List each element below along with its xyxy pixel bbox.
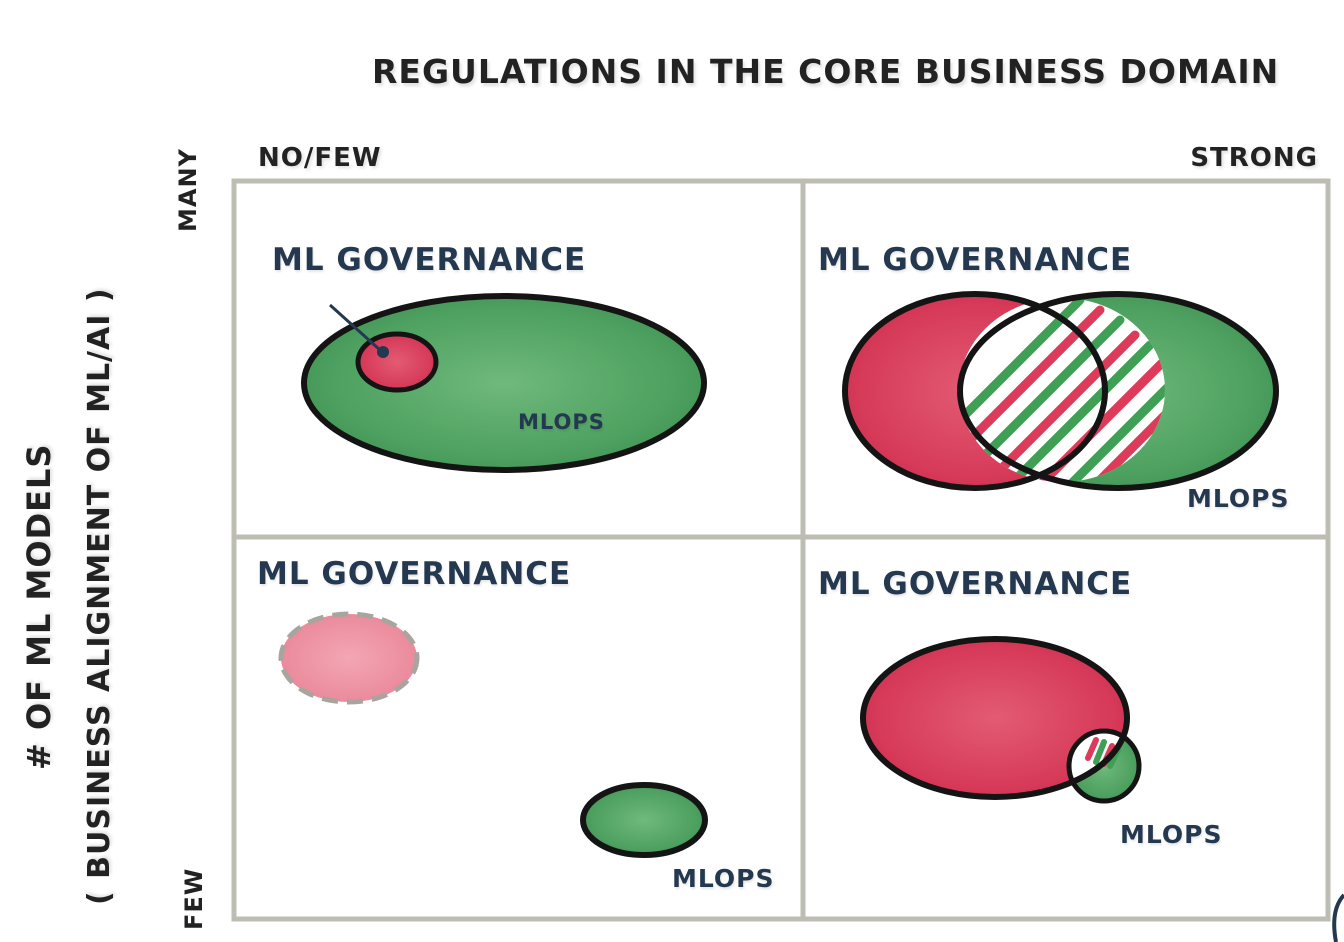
top-right-governance-label: ML GOVERNANCE (818, 242, 1133, 278)
mlops-ellipse (301, 293, 707, 473)
x-axis-high-label: STRONG (1190, 143, 1318, 173)
mlops-ellipse (580, 782, 708, 858)
bottom-right-mlops-label: MLOPS (1120, 820, 1223, 849)
corner-mark (1332, 893, 1344, 942)
governance-ellipse (842, 291, 1108, 491)
diagram-title: REGULATIONS IN THE CORE BUSINESS DOMAIN (372, 52, 1280, 91)
mlops-ellipse (1066, 728, 1142, 804)
bottom-right-venn (860, 636, 1142, 804)
quadrant-grid (231, 178, 1331, 922)
top-left-governance-label: ML GOVERNANCE (272, 242, 587, 278)
x-axis-low-label: NO/FEW (258, 143, 382, 173)
top-left-mlops-label: MLOPS (518, 410, 605, 434)
top-left-venn (301, 293, 707, 473)
y-axis-title: # OF ML MODELS (20, 443, 58, 770)
governance-ellipse (860, 636, 1130, 800)
bottom-left-governance-label: ML GOVERNANCE (257, 556, 572, 592)
governance-ellipse (278, 611, 420, 705)
mlops-ellipse (957, 291, 1279, 491)
governance-pointer (328, 303, 382, 352)
bottom-right-governance-label: ML GOVERNANCE (818, 566, 1133, 602)
top-right-mlops-label: MLOPS (1187, 484, 1290, 513)
y-axis-high-label: MANY (174, 148, 202, 232)
y-axis-subtitle: ( BUSINESS ALIGNMENT OF ML/AI ) (82, 287, 117, 905)
bottom-left-mlops-label: MLOPS (672, 864, 775, 893)
y-axis-low-label: FEW (180, 867, 208, 930)
top-right-venn (842, 291, 1279, 491)
bottom-left-venn (278, 611, 708, 858)
